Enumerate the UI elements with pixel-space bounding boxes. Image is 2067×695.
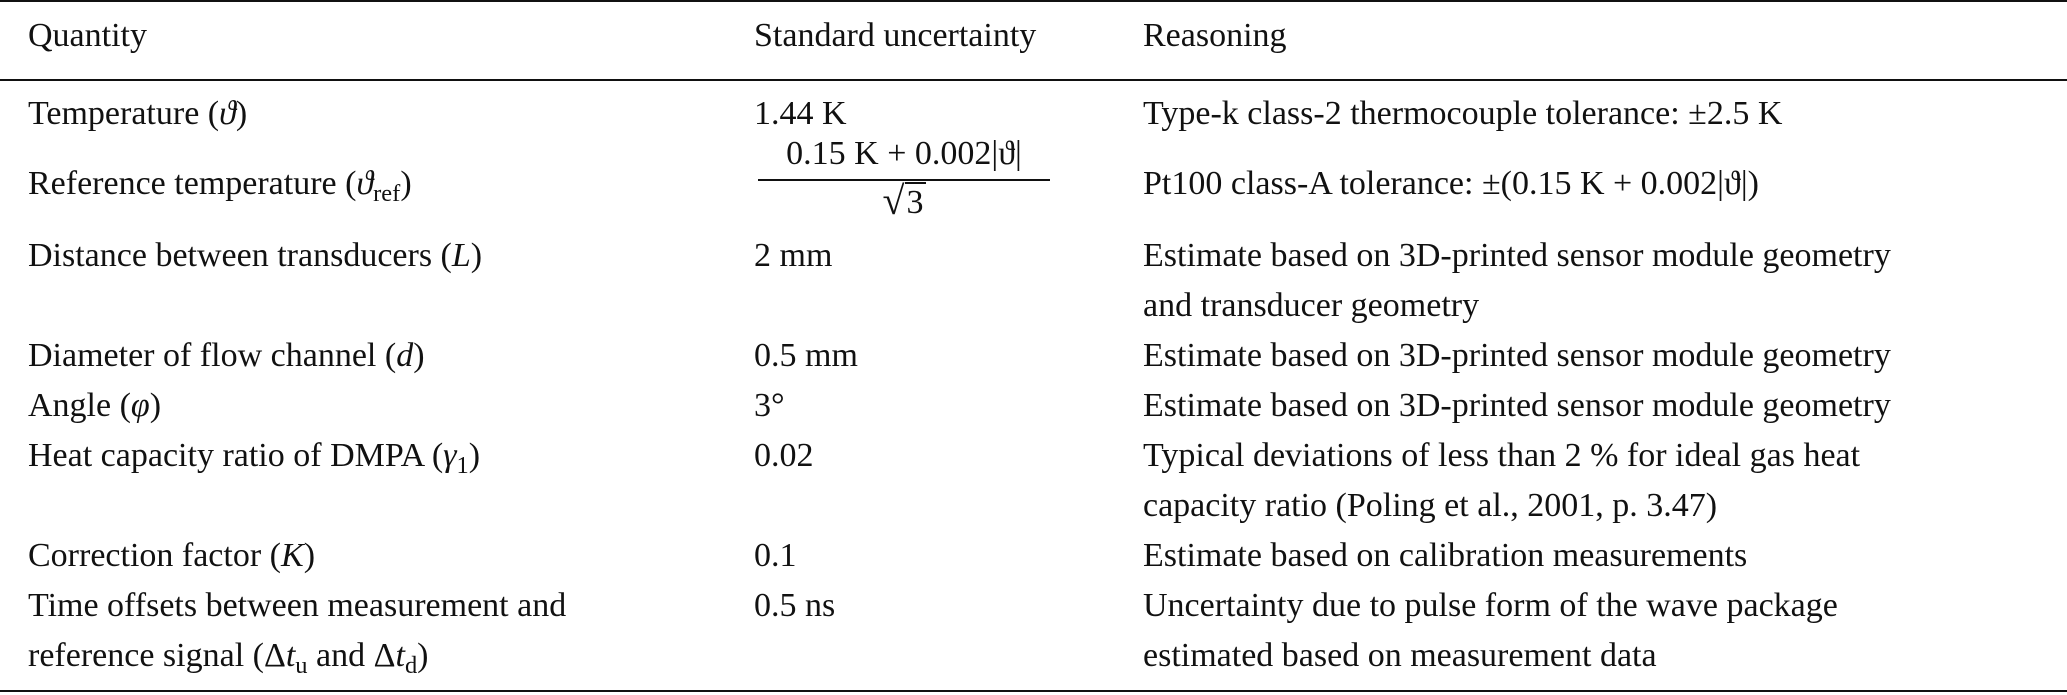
row-temperature-uncertainty: 1.44 K <box>754 95 847 132</box>
row-timeoffset-quantity-line1: Time offsets between measurement and <box>28 587 567 624</box>
row-distance-quantity: Distance between transducers (L) <box>28 237 483 274</box>
row-reftemp-reasoning: Pt100 class-A tolerance: ±(0.15 K + 0.00… <box>1143 165 1759 202</box>
row-angle-quantity: Angle (φ) <box>28 387 162 424</box>
uncertainty-numerator: 0.15 K + 0.002|ϑ| <box>786 135 1022 172</box>
row-heatcap-uncertainty: 0.02 <box>754 437 814 474</box>
row-diameter-uncertainty: 0.5 mm <box>754 337 858 374</box>
row-correction-uncertainty: 0.1 <box>754 537 797 574</box>
row-temperature-quantity: Temperature (ϑ) <box>28 95 248 132</box>
top-rule <box>0 0 2067 2</box>
uncertainty-denominator: √ 3 <box>882 178 926 223</box>
sqrt-icon: √ <box>882 178 905 223</box>
row-distance-uncertainty: 2 mm <box>754 237 833 274</box>
header-quantity: Quantity <box>28 17 147 54</box>
row-correction-reasoning: Estimate based on calibration measuremen… <box>1143 537 1748 574</box>
row-timeoffset-reasoning-line2: estimated based on measurement data <box>1143 637 1657 674</box>
row-reftemp-uncertainty: 0.15 K + 0.002|ϑ| √ 3 <box>754 131 1054 225</box>
header-rule <box>0 79 2067 81</box>
fraction-bar <box>758 179 1050 181</box>
bottom-rule <box>0 690 2067 692</box>
row-diameter-reasoning: Estimate based on 3D-printed sensor modu… <box>1143 337 1891 374</box>
row-timeoffset-reasoning-line1: Uncertainty due to pulse form of the wav… <box>1143 587 1838 624</box>
row-heatcap-quantity: Heat capacity ratio of DMPA (γ1) <box>28 437 481 479</box>
row-distance-reasoning-line2: and transducer geometry <box>1143 287 1480 324</box>
row-correction-quantity: Correction factor (K) <box>28 537 316 574</box>
header-reasoning: Reasoning <box>1143 17 1287 54</box>
row-distance-reasoning-line1: Estimate based on 3D-printed sensor modu… <box>1143 237 1891 274</box>
row-temperature-reasoning: Type-k class-2 thermocouple tolerance: ±… <box>1143 95 1783 132</box>
row-reftemp-quantity: Reference temperature (ϑref) <box>28 165 412 207</box>
row-timeoffset-uncertainty: 0.5 ns <box>754 587 836 624</box>
row-angle-uncertainty: 3° <box>754 387 785 424</box>
row-angle-reasoning: Estimate based on 3D-printed sensor modu… <box>1143 387 1891 424</box>
row-diameter-quantity: Diameter of flow channel (d) <box>28 337 425 374</box>
row-heatcap-reasoning-line2: capacity ratio (Poling et al., 2001, p. … <box>1143 487 1718 524</box>
row-timeoffset-quantity-line2: reference signal (Δtu and Δtd) <box>28 637 429 679</box>
header-uncertainty: Standard uncertainty <box>754 17 1037 54</box>
row-heatcap-reasoning-line1: Typical deviations of less than 2 % for … <box>1143 437 1861 474</box>
